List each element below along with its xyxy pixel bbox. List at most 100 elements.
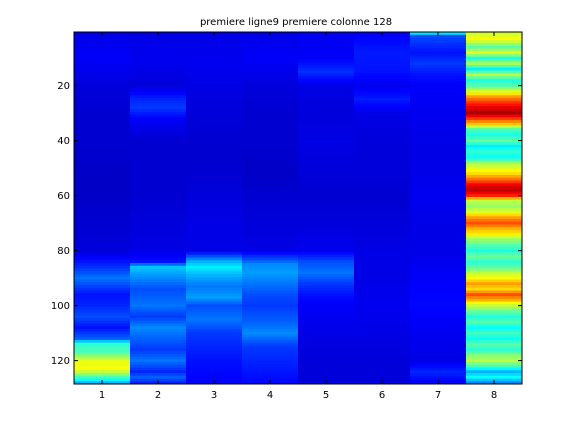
heatmap-cell — [410, 340, 467, 344]
heatmap-cell — [186, 172, 243, 176]
heatmap-cell — [186, 274, 243, 278]
heatmap-cell — [410, 142, 467, 146]
heatmap-cell — [130, 232, 187, 236]
heatmap-cell — [466, 43, 523, 47]
heatmap-cell — [466, 224, 523, 228]
heatmap-cell — [130, 67, 187, 71]
heatmap-cell — [466, 40, 523, 44]
heatmap-cell — [410, 147, 467, 151]
heatmap-cell — [130, 122, 187, 126]
heatmap-cell — [130, 252, 187, 256]
heatmap-cell — [74, 230, 131, 234]
heatmap-cell — [74, 304, 131, 308]
heatmap-cell — [354, 331, 411, 335]
heatmap-cell — [186, 62, 243, 66]
heatmap-cell — [186, 285, 243, 289]
heatmap-cell — [354, 227, 411, 231]
heatmap-cell — [186, 241, 243, 245]
heatmap-cell — [410, 109, 467, 113]
heatmap-cell — [242, 197, 299, 201]
heatmap-cell — [466, 144, 523, 148]
heatmap-cell — [354, 111, 411, 115]
heatmap-cell — [242, 260, 299, 264]
heatmap-cell — [354, 276, 411, 280]
heatmap-cell — [186, 359, 243, 363]
heatmap-cell — [410, 351, 467, 355]
heatmap-cell — [130, 155, 187, 159]
heatmap-cell — [466, 100, 523, 104]
heatmap-cell — [466, 315, 523, 319]
heatmap-cell — [130, 125, 187, 129]
heatmap-cell — [298, 274, 355, 278]
heatmap-cell — [410, 362, 467, 366]
heatmap-cell — [466, 243, 523, 247]
heatmap-cell — [298, 276, 355, 280]
heatmap-cell — [74, 84, 131, 88]
heatmap-cell — [242, 318, 299, 322]
heatmap-cell — [410, 364, 467, 368]
heatmap-cell — [74, 180, 131, 184]
heatmap-cell — [186, 106, 243, 110]
heatmap-cell — [354, 142, 411, 146]
heatmap-cell — [354, 202, 411, 206]
heatmap-cell — [298, 117, 355, 121]
heatmap-cell — [466, 271, 523, 275]
heatmap-cell — [242, 56, 299, 60]
heatmap-cell — [466, 263, 523, 267]
heatmap-cell — [186, 117, 243, 121]
heatmap-cell — [186, 216, 243, 220]
heatmap-cell — [74, 373, 131, 377]
heatmap-cell — [186, 340, 243, 344]
heatmap-cell — [410, 175, 467, 179]
heatmap-cell — [410, 169, 467, 173]
heatmap-cell — [186, 293, 243, 297]
heatmap-cell — [130, 56, 187, 60]
heatmap-cell — [186, 164, 243, 168]
heatmap-cell — [466, 98, 523, 102]
heatmap-cell — [466, 221, 523, 225]
heatmap-cell — [74, 125, 131, 129]
heatmap-cell — [74, 172, 131, 176]
heatmap-cell — [466, 37, 523, 41]
heatmap-cell — [410, 122, 467, 126]
heatmap-cell — [466, 219, 523, 223]
heatmap-cell — [354, 128, 411, 132]
heatmap-cell — [466, 331, 523, 335]
heatmap-cell — [410, 238, 467, 242]
heatmap-cell — [298, 120, 355, 124]
heatmap-cell — [466, 202, 523, 206]
heatmap-cell — [354, 92, 411, 96]
heatmap-cell — [130, 279, 187, 283]
heatmap-cell — [354, 345, 411, 349]
heatmap-cell — [130, 241, 187, 245]
heatmap-cell — [130, 169, 187, 173]
heatmap-cell — [354, 348, 411, 352]
heatmap-cell — [130, 367, 187, 371]
heatmap-cell — [298, 87, 355, 91]
heatmap-cell — [130, 257, 187, 261]
heatmap-cell — [130, 183, 187, 187]
heatmap-cell — [298, 224, 355, 228]
y-tick-label: 20 — [57, 81, 70, 92]
heatmap-cell — [186, 254, 243, 258]
heatmap-cell — [354, 249, 411, 253]
heatmap-cell — [410, 100, 467, 104]
heatmap-cell — [186, 287, 243, 291]
heatmap-cell — [410, 65, 467, 69]
heatmap-cell — [186, 56, 243, 60]
heatmap-cell — [242, 230, 299, 234]
heatmap-cell — [186, 342, 243, 346]
heatmap-cell — [410, 243, 467, 247]
heatmap-cell — [186, 348, 243, 352]
heatmap-cell — [186, 331, 243, 335]
heatmap-cell — [242, 298, 299, 302]
heatmap-cell — [410, 219, 467, 223]
heatmap-cell — [354, 131, 411, 135]
heatmap-cell — [130, 298, 187, 302]
heatmap-cell — [298, 136, 355, 140]
heatmap-cell — [354, 298, 411, 302]
heatmap-cell — [74, 301, 131, 305]
heatmap-cell — [298, 334, 355, 338]
heatmap-cell — [298, 208, 355, 212]
heatmap-cell — [74, 359, 131, 363]
